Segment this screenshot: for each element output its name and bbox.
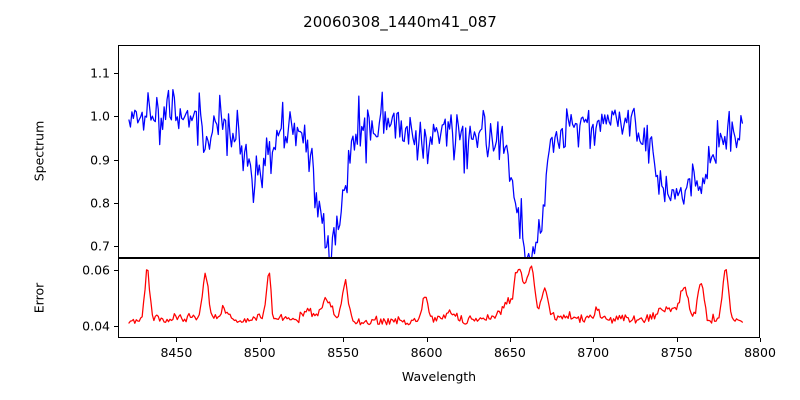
- spectrum-panel: [118, 45, 760, 258]
- x-tick-mark: [760, 338, 762, 342]
- spectrum-line-series: [119, 46, 759, 257]
- y-tick-label: 0.06: [82, 262, 110, 278]
- x-tick-mark: [343, 338, 345, 342]
- y-tick-label: 0.7: [90, 238, 110, 254]
- x-tick-label: 8700: [577, 345, 610, 360]
- x-tick-label: 8600: [410, 345, 443, 360]
- x-tick-mark: [176, 338, 178, 342]
- x-tick-label: 8750: [660, 345, 693, 360]
- x-tick-mark: [259, 338, 261, 342]
- y-tick-label: 0.9: [90, 152, 110, 167]
- y-axis-label-spectrum: Spectrum: [31, 120, 47, 182]
- x-tick-label: 8500: [243, 345, 276, 360]
- y-tick-mark: [114, 73, 118, 75]
- y-tick-mark: [114, 116, 118, 118]
- x-tick-label: 8550: [327, 345, 359, 360]
- error-panel: [118, 258, 760, 338]
- x-tick-label: 8450: [160, 345, 193, 360]
- x-tick-label: 8800: [744, 345, 776, 360]
- y-tick-label: 1.1: [90, 65, 110, 81]
- x-tick-mark: [676, 338, 678, 342]
- x-tick-mark: [593, 338, 595, 342]
- x-tick-mark: [509, 338, 511, 342]
- page-title: 20060308_1440m41_087: [303, 13, 497, 31]
- y-tick-mark: [114, 159, 118, 161]
- error-line-series: [119, 259, 759, 337]
- y-tick-label: 1.0: [90, 108, 110, 124]
- x-tick-label: 8650: [493, 345, 526, 360]
- y-tick-mark: [114, 202, 118, 204]
- x-tick-mark: [426, 338, 428, 342]
- y-axis-label-error: Error: [31, 282, 47, 314]
- y-tick-label: 0.8: [90, 195, 110, 211]
- y-tick-mark: [114, 325, 118, 327]
- y-tick-mark: [114, 270, 118, 272]
- x-axis-label: Wavelength: [401, 369, 477, 384]
- y-tick-mark: [114, 245, 118, 247]
- y-tick-label: 0.04: [82, 318, 110, 334]
